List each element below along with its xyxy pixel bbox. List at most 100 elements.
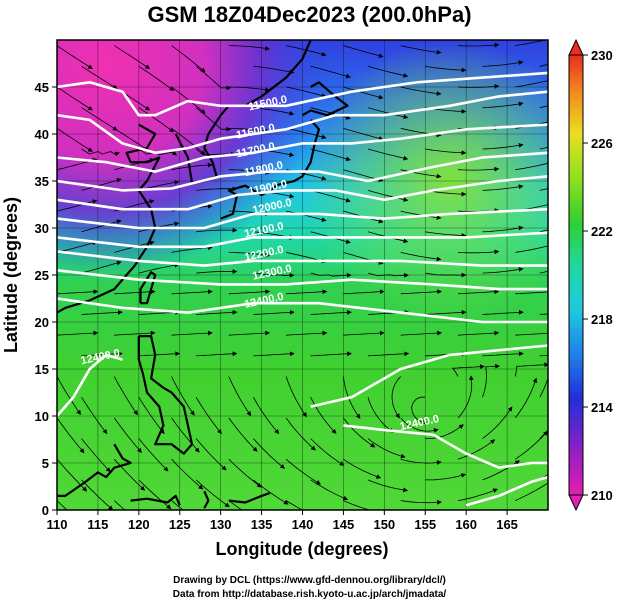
streamline — [138, 396, 165, 435]
streamline — [286, 128, 327, 140]
streamline — [400, 417, 439, 433]
streamline — [253, 148, 295, 157]
height-contour — [57, 123, 548, 173]
coastline-segment — [130, 494, 181, 506]
x-tick-label: 150 — [373, 517, 395, 532]
streamline — [81, 65, 118, 90]
streamline — [253, 107, 295, 116]
y-tick-label: 40 — [35, 127, 49, 142]
streamline — [253, 351, 295, 357]
streamline — [81, 479, 114, 510]
streamline — [253, 190, 295, 199]
streamline — [367, 351, 410, 357]
streamline — [343, 500, 372, 510]
streamline — [171, 500, 184, 510]
height-contour — [343, 424, 548, 469]
colorbar: 210 214 218 222 226 230 — [568, 38, 613, 512]
streamline — [400, 86, 442, 96]
streamline — [57, 289, 99, 295]
coastline-segment — [228, 492, 271, 504]
streamline — [171, 289, 213, 295]
streamline — [457, 166, 500, 172]
streamline — [425, 231, 467, 238]
streamline — [285, 417, 316, 451]
height-contours — [57, 71, 548, 507]
streamline — [81, 396, 108, 435]
streamline — [228, 458, 262, 488]
y-tick-label: 0 — [42, 503, 49, 518]
x-axis-label: Longitude (degrees) — [215, 539, 388, 559]
streamline — [114, 289, 156, 295]
streamline — [286, 86, 327, 98]
streamline — [285, 500, 304, 510]
x-tick-label: 125 — [169, 517, 191, 532]
streamline — [113, 417, 142, 454]
streamline — [539, 354, 548, 357]
x-axis: 110 115 120 125 130 135 140 145 150 155 160 165 — [47, 510, 518, 532]
credit-data: Data from http://database.rish.kyoto-u.a… — [172, 589, 447, 600]
colorbar-tick-label: 210 — [591, 488, 613, 503]
x-tick-label: 165 — [496, 517, 518, 532]
streamline — [138, 65, 175, 91]
streamline — [310, 438, 345, 466]
streamline — [285, 376, 307, 418]
streamline — [457, 439, 496, 460]
height-contour — [57, 269, 548, 291]
streamline — [482, 142, 524, 150]
streamline — [515, 80, 548, 88]
streamline — [138, 351, 181, 357]
streamline — [457, 375, 474, 419]
streamline — [171, 458, 204, 490]
streamline — [343, 45, 384, 58]
y-tick-label: 10 — [35, 409, 49, 424]
streamline — [253, 65, 295, 75]
streamlines — [57, 40, 548, 510]
streamline — [171, 45, 206, 73]
streamline — [253, 438, 286, 469]
streamline — [425, 148, 467, 156]
streamline — [515, 291, 548, 295]
streamline — [171, 86, 206, 114]
streamline — [196, 227, 238, 233]
streamline — [171, 162, 213, 171]
streamline — [400, 499, 442, 505]
streamline — [57, 417, 85, 454]
streamline — [138, 107, 175, 133]
streamline — [539, 105, 548, 109]
x-tick-label: 130 — [210, 517, 232, 532]
streamline — [253, 309, 295, 315]
streamline — [539, 188, 548, 191]
streamline — [400, 289, 442, 295]
streamline — [400, 252, 442, 262]
streamline — [343, 458, 382, 479]
credit-drawing: Drawing by DCL (https://www.gfd-dennou.o… — [173, 575, 446, 586]
streamline — [171, 128, 206, 156]
streamline — [457, 249, 500, 255]
streamline — [514, 377, 538, 419]
streamline — [114, 500, 126, 510]
x-tick-label: 140 — [292, 517, 314, 532]
streamline — [457, 330, 500, 336]
height-contour — [57, 297, 548, 324]
streamline — [425, 309, 467, 315]
streamline — [482, 309, 524, 315]
streamline — [539, 229, 548, 233]
streamline — [343, 86, 384, 100]
streamline — [457, 84, 500, 89]
streamline — [228, 86, 270, 93]
y-axis: 0 5 10 15 20 25 30 35 40 45 — [35, 80, 57, 518]
streamline — [425, 424, 464, 439]
streamline — [138, 262, 180, 274]
streamline — [310, 272, 352, 278]
streamline — [286, 210, 327, 222]
colorbar-tick-label: 226 — [591, 136, 613, 151]
streamline — [286, 45, 327, 57]
streamline — [367, 438, 406, 459]
streamline — [196, 186, 238, 192]
y-axis-label: Latitude (degrees) — [1, 197, 21, 353]
streamline — [114, 330, 156, 336]
streamline — [343, 128, 384, 141]
streamline — [425, 473, 467, 481]
streamline — [57, 199, 98, 212]
